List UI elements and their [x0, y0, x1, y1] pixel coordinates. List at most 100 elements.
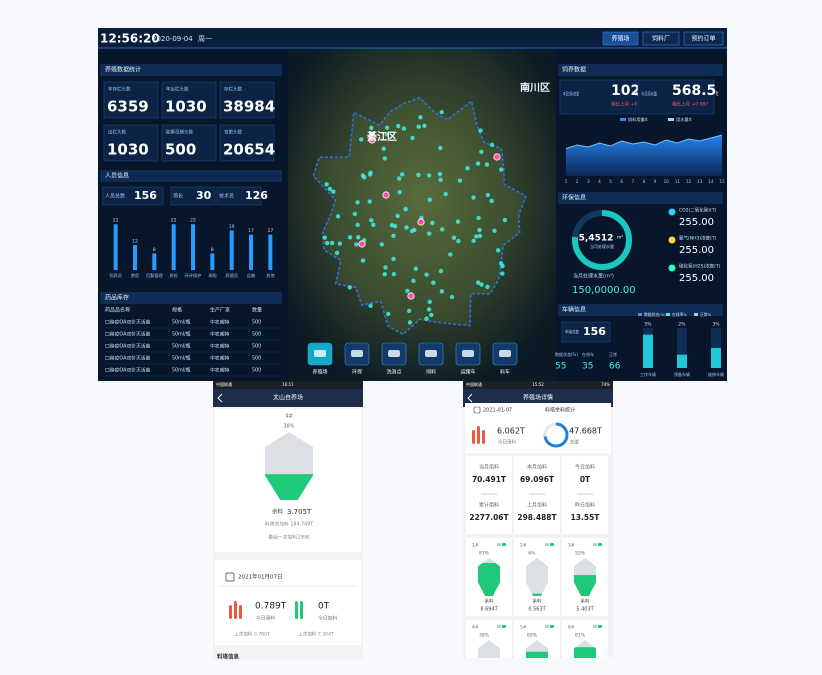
stat-value: 1030: [107, 141, 149, 159]
legend-label: 正常%: [700, 312, 712, 317]
stat-label: 出栏头数: [108, 129, 126, 136]
table-cell: 口蹄疫OA双价灭活苗: [105, 319, 151, 326]
map-dot: [379, 242, 385, 247]
table-header: 药品品名称: [105, 307, 130, 314]
nav-label[interactable]: 养殖场: [312, 369, 327, 376]
status-carrier: 中国联通: [466, 381, 482, 387]
status-dot: [497, 625, 501, 628]
map-dot: [369, 125, 374, 131]
map-dot: [391, 271, 397, 277]
back-arrow[interactable]: [217, 393, 223, 403]
table-cell: 口蹄疫OA双价灭活苗: [105, 367, 151, 374]
tab[interactable]: [602, 31, 639, 46]
bar: [171, 224, 176, 270]
status-clock: 16:11: [282, 382, 294, 387]
table-cell: 50ml/瓶: [172, 355, 191, 362]
bin-fill-label: 6%: [528, 551, 536, 557]
feed-card: [559, 79, 637, 115]
map-dot: [371, 222, 376, 228]
map-dot: [498, 261, 504, 266]
map-pin: [417, 218, 425, 226]
map-dot: [324, 240, 330, 246]
bar-value-label: 8: [211, 247, 214, 253]
silo: [478, 640, 500, 658]
vehicle-stat-label: 数据状态(%): [555, 351, 578, 357]
stat-value: 20654: [223, 141, 275, 159]
stat-label: 年出栏头数: [166, 86, 189, 93]
feed-sub: 相比上月 +0.987: [672, 101, 708, 108]
bar-value-label: 8: [153, 247, 156, 253]
status-battery: 74%: [601, 382, 610, 387]
map-dot: [413, 266, 419, 271]
table-cell: 中农威特: [210, 319, 229, 326]
map-dot: [427, 299, 432, 305]
bar: [643, 334, 653, 368]
x-tick-label: 3: [587, 179, 590, 184]
icon-bar: [300, 601, 303, 619]
map-dot: [352, 211, 358, 217]
map: [288, 48, 556, 381]
feed-value: 568.5: [672, 83, 716, 99]
nav-label[interactable]: 饲料: [426, 369, 436, 376]
map-dot: [383, 265, 388, 270]
map-dot: [400, 172, 405, 177]
stat-label: 能繁母猪头数: [166, 129, 193, 136]
panel-title-bar: [100, 64, 282, 76]
bar-track: [677, 328, 687, 368]
map-dot: [424, 272, 429, 277]
table-cell: 500: [252, 344, 261, 350]
people-card: [216, 186, 262, 206]
vehicle-stat-value: 55: [555, 362, 566, 372]
tab-label[interactable]: 养殖场: [611, 35, 629, 43]
nav-label[interactable]: 运猪车: [460, 369, 475, 376]
map-dot: [478, 128, 483, 133]
vehicle-stat-value: 66: [609, 362, 621, 372]
donut-arc: [572, 210, 632, 270]
top-bar: [98, 28, 727, 48]
x-tick-label: 8: [643, 179, 646, 184]
legend-swatch: [668, 118, 674, 121]
today-use-label: 今日用料: [256, 615, 275, 622]
people-card: [170, 186, 216, 206]
tab-label[interactable]: 预约订单: [691, 35, 715, 43]
stat-label: 存栏头数: [224, 86, 242, 93]
remain-value: 0.563T: [528, 607, 546, 613]
stat-card: [161, 81, 217, 119]
gas-icon: [668, 264, 676, 272]
env-unit: m³: [617, 235, 623, 241]
map-dot: [397, 176, 402, 181]
map-dot: [418, 115, 423, 120]
nav-label[interactable]: 洗消点: [386, 369, 401, 376]
map-dot: [422, 123, 427, 129]
back-arrow[interactable]: [467, 393, 473, 403]
x-tick-label: 6: [620, 179, 623, 184]
x-tick-label: 采购: [208, 272, 216, 279]
nav-header: [213, 389, 363, 407]
legend-label: 用水量/t: [676, 116, 692, 123]
stat-value: 38984: [223, 98, 275, 116]
bin-fill-label: 69%: [527, 633, 538, 639]
tab[interactable]: [642, 31, 680, 46]
phone2-content: 中国联通 15:52 74% 养殖场详情 2021-01-07 料塔余料统计 6.062T 今…: [463, 381, 613, 658]
bar-value-label: 22: [171, 218, 177, 224]
nav-label[interactable]: 料车: [500, 369, 510, 376]
tab-label[interactable]: 饲料厂: [652, 35, 670, 43]
map-dot: [484, 162, 490, 167]
x-tick-label: 10: [664, 179, 670, 184]
panel-title: 环保信息: [562, 194, 586, 202]
nav-label[interactable]: 环保: [352, 369, 362, 376]
map-dot: [455, 219, 461, 224]
map-dot: [477, 227, 482, 233]
gas-value: 255.00: [679, 245, 714, 256]
map-dot: [404, 225, 409, 230]
icon-bar: [295, 601, 298, 619]
map-dot: [382, 156, 387, 161]
status-bar: [463, 381, 613, 389]
map-dot: [367, 199, 372, 204]
map-dot: [489, 198, 494, 204]
people-card: [102, 186, 164, 206]
remain-value: 8.694T: [480, 607, 498, 613]
env-total: 150,0000.00: [572, 285, 636, 296]
tab[interactable]: [683, 31, 724, 46]
card: [514, 456, 560, 534]
